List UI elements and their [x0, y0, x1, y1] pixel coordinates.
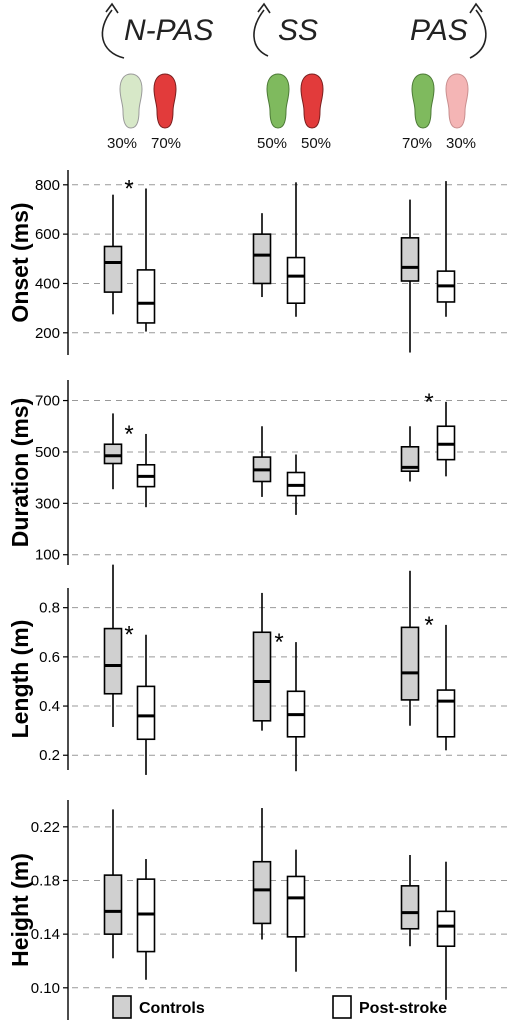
- legend-post-stroke-swatch: [332, 995, 352, 1019]
- y-tick-label: 300: [35, 495, 60, 512]
- y-tick-label: 200: [35, 325, 60, 342]
- y-tick-label: 0.22: [31, 819, 60, 836]
- box-controls-pas: [400, 237, 420, 282]
- significance-star: *: [274, 629, 283, 656]
- box-post_stroke-n-pas: [136, 269, 156, 324]
- significance-star: *: [124, 421, 133, 448]
- rotation-arrow-icon: [469, 2, 487, 59]
- box-controls-pas: [400, 885, 420, 930]
- box-controls-pas: [400, 626, 420, 701]
- y-axis-label: Onset (ms): [7, 202, 33, 322]
- rotation-arrow-icon: [253, 2, 271, 57]
- box-controls-n-pas: [103, 874, 123, 935]
- significance-star: *: [424, 612, 433, 639]
- left-weight-pct: 30%: [107, 135, 137, 152]
- right-weight-pct: 50%: [301, 135, 331, 152]
- left-weight-pct: 70%: [402, 135, 432, 152]
- rotation-arrow-icon: [101, 2, 125, 59]
- legend-controls-label: Controls: [139, 1000, 205, 1017]
- box-controls-n-pas: [103, 245, 123, 293]
- legend: Controls Post-stroke: [112, 995, 447, 1019]
- condition-label: SS: [278, 14, 318, 47]
- y-tick-label: 0.8: [39, 600, 60, 617]
- box-post_stroke-pas: [436, 910, 456, 948]
- box-controls-ss: [252, 860, 272, 925]
- y-tick-label: 600: [35, 226, 60, 243]
- box-controls-ss: [252, 233, 272, 285]
- y-axis-label: Height (m): [7, 853, 33, 967]
- left-weight-pct: 50%: [257, 135, 287, 152]
- y-axis-label: Length (m): [7, 620, 33, 739]
- y-tick-label: 500: [35, 444, 60, 461]
- condition-label: N-PAS: [124, 14, 213, 47]
- panel-length: 0.2 0.4 0.6 0.8 Length (m) * * *: [7, 564, 510, 775]
- condition-pas: PAS 70% 30%: [402, 2, 487, 152]
- legend-post-stroke-label: Post-stroke: [359, 1000, 447, 1017]
- y-tick-label: 100: [35, 547, 60, 564]
- significance-star: *: [124, 622, 133, 649]
- y-tick-label: 0.18: [31, 872, 60, 889]
- legend-controls-swatch: [112, 995, 132, 1019]
- box-controls-n-pas: [103, 627, 123, 695]
- condition-header: N-PAS 30% 70% SS 50% 50% PAS 70% 30%: [101, 2, 487, 152]
- y-tick-label: 0.6: [39, 649, 60, 666]
- left-foot-icon: [119, 73, 143, 129]
- right-weight-pct: 30%: [446, 135, 476, 152]
- box-post_stroke-ss: [286, 256, 306, 305]
- y-tick-label: 0.2: [39, 747, 60, 764]
- box-post_stroke-n-pas: [136, 685, 156, 741]
- box-controls-pas: [400, 446, 420, 473]
- condition-n-pas: N-PAS 30% 70%: [101, 2, 213, 152]
- y-tick-label: 700: [35, 393, 60, 410]
- y-tick-label: 0.10: [31, 980, 60, 997]
- y-tick-label: 0.4: [39, 698, 60, 715]
- left-foot-icon: [266, 73, 290, 129]
- right-foot-icon: [153, 73, 177, 129]
- box-controls-ss: [252, 631, 272, 722]
- y-tick-label: 800: [35, 177, 60, 194]
- box-controls-n-pas: [103, 443, 123, 465]
- condition-ss: SS 50% 50%: [253, 2, 331, 152]
- panel-height: 0.10 0.14 0.18 0.22 Height (m): [7, 800, 510, 1020]
- condition-label: PAS: [410, 14, 468, 47]
- box-post_stroke-ss: [286, 875, 306, 938]
- significance-star: *: [124, 176, 133, 203]
- y-axis-label: Duration (ms): [7, 398, 33, 548]
- box-post_stroke-pas: [436, 689, 456, 738]
- right-weight-pct: 70%: [151, 135, 181, 152]
- left-foot-icon: [411, 73, 435, 129]
- significance-star: *: [424, 389, 433, 416]
- right-foot-icon: [445, 73, 469, 129]
- y-tick-label: 0.14: [31, 926, 60, 943]
- y-tick-label: 400: [35, 275, 60, 292]
- right-foot-icon: [300, 73, 324, 129]
